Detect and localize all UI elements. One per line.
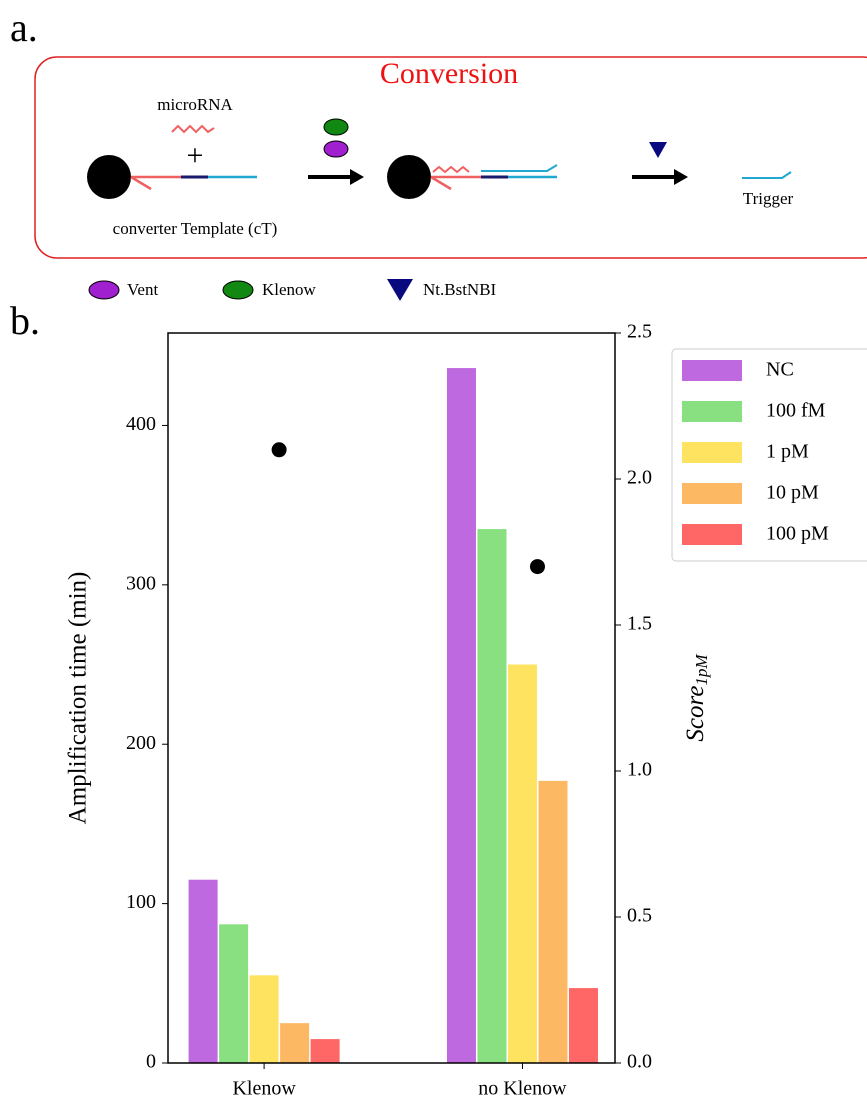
legend-label: 100 pM	[766, 523, 829, 545]
microrna-strand	[171, 124, 215, 134]
legend-label: 1 pM	[766, 441, 809, 463]
y2-axis-label: Score1pM	[682, 654, 711, 742]
extension	[481, 164, 558, 172]
y-tick-label: 100	[126, 891, 156, 913]
legend-label: 10 pM	[766, 482, 819, 504]
arrow-head	[350, 169, 364, 185]
template-tip	[130, 175, 152, 191]
legend-nickase	[387, 279, 413, 301]
legend-klenow	[222, 280, 254, 300]
template-label: converter Template (cT)	[113, 219, 278, 238]
y-tick-label: 300	[126, 572, 156, 594]
conversion-box	[34, 56, 867, 259]
bar	[446, 368, 476, 1063]
legend-label: 100 fM	[766, 400, 826, 422]
bar	[538, 780, 568, 1063]
conversion-title: Conversion	[380, 57, 518, 90]
y2-label-sub: 1pM	[692, 654, 711, 686]
legend-swatch	[682, 401, 742, 422]
bead	[387, 155, 431, 199]
y2-tick-label: 0.0	[627, 1051, 652, 1073]
legend-swatch	[682, 483, 742, 504]
x-tick-label: no Klenow	[478, 1078, 567, 1100]
bar	[219, 924, 249, 1063]
bead	[87, 155, 131, 199]
bar	[188, 879, 218, 1063]
legend-swatch	[682, 524, 742, 545]
y2-tick-label: 2.0	[627, 467, 652, 489]
bar	[477, 529, 507, 1063]
bar	[507, 664, 537, 1063]
nickase-icon	[649, 142, 667, 158]
trigger-label: Trigger	[743, 189, 794, 208]
klenow-icon	[323, 118, 349, 136]
panel-label: a.	[10, 5, 38, 50]
legend-swatch	[682, 360, 742, 381]
bar	[249, 975, 279, 1063]
y-axis-label: Amplification time (min)	[65, 572, 92, 825]
y2-tick-label: 0.5	[627, 905, 652, 927]
bar	[310, 1039, 340, 1063]
legend-label: Nt.BstNBI	[423, 280, 497, 299]
trigger-strand	[742, 171, 792, 179]
legend-label: Klenow	[262, 280, 317, 299]
bar	[280, 1023, 310, 1063]
panel-label: b.	[10, 298, 40, 343]
bound-microrna	[432, 165, 470, 174]
legend-swatch	[682, 442, 742, 463]
arrow-head	[674, 169, 688, 185]
score-point	[271, 442, 287, 458]
score-point	[529, 559, 545, 575]
y2-tick-label: 1.5	[627, 613, 652, 635]
product-tip	[430, 175, 452, 191]
y2-tick-label: 1.0	[627, 759, 652, 781]
plus: +	[187, 139, 204, 172]
y2-label-main: Score	[682, 686, 709, 742]
y-tick-label: 200	[126, 732, 156, 754]
plot-frame	[167, 332, 616, 1064]
y-tick-label: 400	[126, 413, 156, 435]
vent-icon	[323, 140, 349, 158]
bar	[568, 988, 598, 1063]
legend-label: NC	[766, 359, 794, 381]
legend-label: Vent	[127, 280, 158, 299]
microrna-label: microRNA	[157, 95, 233, 114]
y-tick-label: 0	[146, 1051, 156, 1073]
legend-vent	[88, 280, 120, 300]
x-tick-label: Klenow	[232, 1078, 296, 1100]
y2-tick-label: 2.5	[627, 321, 652, 343]
